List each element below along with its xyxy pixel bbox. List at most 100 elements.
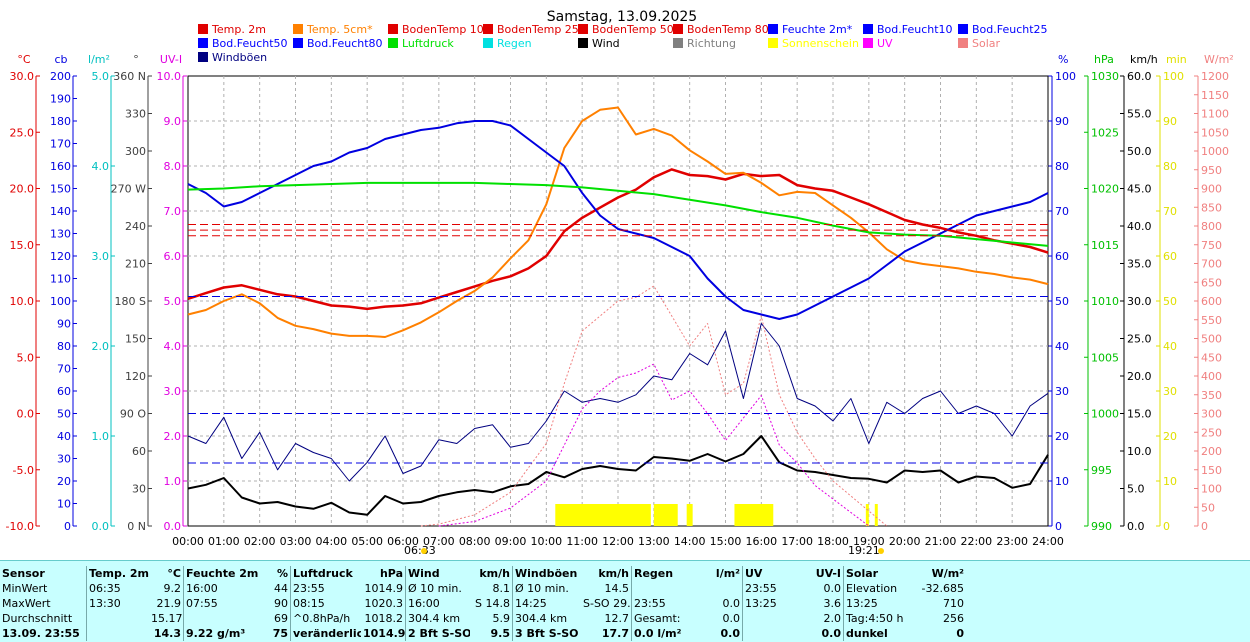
summary-cell: 1020.3 <box>364 597 404 610</box>
axis-tick-label: 15.0 <box>1127 408 1152 421</box>
axis-unit: cb <box>54 53 67 66</box>
axis-tick-label: 200 <box>50 70 71 83</box>
legend-label: Temp. 5cm* <box>306 23 373 36</box>
legend-label: Richtung <box>687 37 736 50</box>
axis-tick-label: 1100 <box>1201 108 1229 121</box>
axis-tick-label: 5.0 <box>1127 483 1145 496</box>
x-tick-label: 21:00 <box>925 535 957 548</box>
axis-tick-label: 20.0 <box>1127 370 1152 383</box>
axis-tick-label: 550 <box>1201 314 1222 327</box>
axis-tick-label: 150 <box>125 333 146 346</box>
axis-tick-label: 3.0 <box>164 385 182 398</box>
axis-tick-label: 60 <box>57 385 71 398</box>
axis-tick-label: 100 <box>1163 70 1184 83</box>
summary-row: MinWert 06:35 9.2 16:00 44 23:55 1014.9 Ø 10 mi… <box>0 581 966 596</box>
series-line-1 <box>187 106 1049 338</box>
x-tick-label: 13:00 <box>638 535 670 548</box>
axis-tick-label: 360 N <box>113 70 146 83</box>
axis-tick-label: 750 <box>1201 239 1222 252</box>
axis-tick-label: 0 <box>1163 520 1170 533</box>
sunshine-bar <box>653 504 678 526</box>
x-tick-label: 09:00 <box>495 535 527 548</box>
summary-cell: S-SO 29.0 <box>583 597 632 610</box>
axis-tick-label: 120 <box>125 370 146 383</box>
x-tick-label: 01:00 <box>208 535 240 548</box>
summary-cell: UV-I <box>815 567 841 580</box>
summary-cell: 07:55 <box>183 596 258 611</box>
legend-swatch <box>483 38 493 48</box>
summary-cell: Windböen <box>512 566 581 581</box>
legend-label: BodenTemp 80 <box>687 23 769 36</box>
axis-tick-label: 1050 <box>1201 126 1229 139</box>
axis-tick-label: 1020 <box>1091 183 1119 196</box>
axis-tick-label: 450 <box>1201 351 1222 364</box>
axis-tick-label: 130 <box>50 228 71 241</box>
axis-tick-label: 5.0 <box>164 295 182 308</box>
sunshine-bars <box>555 504 878 526</box>
series-line-0 <box>187 168 1049 311</box>
summary-cell: °C <box>167 567 181 580</box>
summary-cell: 304.4 km <box>512 611 581 626</box>
x-tick-label: 17:00 <box>781 535 813 548</box>
summary-cell: 17.7 <box>601 627 629 640</box>
axis-tick-label: 150 <box>1201 464 1222 477</box>
summary-cell: UV <box>742 566 795 581</box>
x-tick-label: 15:00 <box>710 535 742 548</box>
axis-tick-label: 400 <box>1201 370 1222 383</box>
axis-unit: min <box>1166 53 1187 66</box>
axis-tick-label: 10 <box>1055 475 1069 488</box>
summary-cell: 1014.9 <box>364 582 404 595</box>
legend-swatch <box>673 24 683 34</box>
axis-tick-label: 8.0 <box>164 160 182 173</box>
axis-tick-label: 60.0 <box>1127 70 1152 83</box>
legend-swatch <box>198 52 208 62</box>
summary-cell: 08:15 <box>290 596 361 611</box>
axis-tick-label: 50 <box>57 408 71 421</box>
legend-swatch <box>768 38 778 48</box>
legend-label: Wind <box>592 37 620 50</box>
axis-tick-label: 1015 <box>1091 239 1119 252</box>
axis-tick-label: 0.0 <box>17 408 35 421</box>
summary-cell: 304.4 km <box>405 611 470 626</box>
summary-cell: Temp. 2m <box>86 566 149 581</box>
summary-cell: W/m² <box>931 567 964 580</box>
sunshine-bar <box>874 504 878 526</box>
axis-tick-label: 90 <box>1163 115 1177 128</box>
summary-cell: % <box>276 567 288 580</box>
summary-cell: 0 <box>956 627 964 640</box>
axis-tick-label: 0 <box>1055 520 1062 533</box>
axis-tick-label: 140 <box>50 205 71 218</box>
summary-cell: 0.0 <box>720 627 741 640</box>
x-tick-label: 18:00 <box>817 535 849 548</box>
summary-cell <box>631 581 696 596</box>
axis-tick-label: 20.0 <box>10 183 35 196</box>
summary-cell <box>183 611 258 626</box>
axis-tick-label: 10.0 <box>157 70 182 83</box>
legend-label: Luftdruck <box>402 37 454 50</box>
legend-label: BodenTemp 50 <box>592 23 674 36</box>
legend-label: BodenTemp 10 <box>402 23 484 36</box>
axis-tick-label: 300 <box>1201 408 1222 421</box>
x-tick-label: 04:00 <box>315 535 347 548</box>
axis-tick-label: 7.0 <box>164 205 182 218</box>
axis-tick-label: 10.0 <box>10 295 35 308</box>
summary-cell: l/m² <box>715 567 740 580</box>
summary-cell: 0.0 <box>722 612 741 625</box>
legend-swatch <box>483 24 493 34</box>
series-line-5 <box>187 323 1049 482</box>
summary-cell: 1014.9 <box>363 627 406 640</box>
summary-cell: MinWert <box>2 582 48 595</box>
legend-swatch <box>863 24 873 34</box>
x-tick-label: 07:00 <box>423 535 455 548</box>
axis-tick-label: 990 <box>1091 520 1112 533</box>
legend-swatch <box>768 24 778 34</box>
summary-table: Sensor Temp. 2m °C Feuchte 2m% Luftdruck hPa W… <box>0 566 966 641</box>
series-line-6 <box>420 285 888 527</box>
legend-label: Temp. 2m <box>211 23 266 36</box>
axis-tick-label: 1005 <box>1091 351 1119 364</box>
summary-cell: 15.17 <box>151 612 183 625</box>
summary-header-row: Sensor Temp. 2m °C Feuchte 2m% Luftdruck hPa W… <box>0 566 966 581</box>
summary-cell: 710 <box>943 597 964 610</box>
axis-tick-label: 650 <box>1201 276 1222 289</box>
axis-tick-label: 9.0 <box>164 115 182 128</box>
